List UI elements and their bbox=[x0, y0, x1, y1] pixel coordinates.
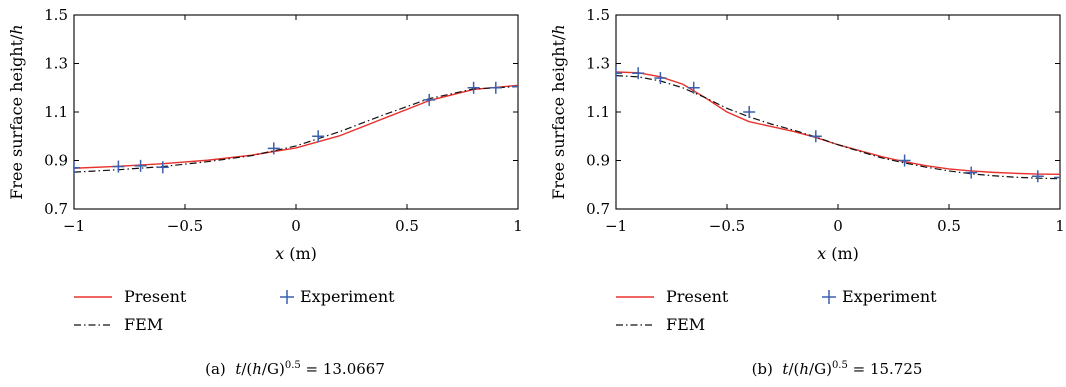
x-tick-label: 0 bbox=[833, 217, 843, 235]
experiment-point bbox=[74, 161, 80, 174]
y-tick-label: 0.9 bbox=[586, 152, 610, 170]
experiment-point bbox=[467, 81, 480, 94]
y-tick-label: 1.5 bbox=[586, 6, 610, 24]
subfigure-caption: (b) t/(h/G)0.5 = 15.725 bbox=[752, 360, 923, 378]
experiment-point bbox=[809, 130, 822, 143]
series-line-fem bbox=[616, 75, 1060, 180]
experiment-point bbox=[632, 67, 645, 80]
experiment-point bbox=[423, 93, 436, 106]
experiment-point bbox=[312, 130, 325, 143]
subfigure-caption: (a) t/(h/G)0.5 = 13.0667 bbox=[205, 360, 385, 378]
y-tick-label: 1.1 bbox=[44, 103, 68, 121]
x-tick-label: −1 bbox=[605, 217, 627, 235]
legend-label-fem: FEM bbox=[124, 315, 163, 334]
experiment-point bbox=[512, 80, 518, 93]
experiment-point bbox=[1031, 170, 1044, 183]
y-tick-label: 1.1 bbox=[586, 103, 610, 121]
experiment-point bbox=[743, 106, 756, 118]
legend-swatch-experiment bbox=[280, 290, 294, 304]
legend-label-present: Present bbox=[124, 287, 187, 306]
x-tick-label: −0.5 bbox=[167, 217, 203, 235]
legend-swatch-experiment bbox=[822, 290, 836, 304]
legend-label-present: Present bbox=[666, 287, 729, 306]
x-tick-label: −0.5 bbox=[709, 217, 745, 235]
y-tick-label: 1.5 bbox=[44, 6, 68, 24]
chart-panel-a: −1 −0.5 0 0.5 1 0.7 0.9 1.1 1.3 1.5 x (m) Free surf… bbox=[7, 6, 523, 378]
plot-area bbox=[616, 67, 1060, 184]
experiment-point bbox=[898, 154, 911, 167]
experiment-point bbox=[687, 81, 700, 94]
x-tick-label: −1 bbox=[63, 217, 85, 235]
y-tick-label: 0.7 bbox=[44, 200, 68, 218]
experiment-point bbox=[489, 81, 502, 94]
legend-label-experiment: Experiment bbox=[842, 287, 937, 306]
x-axis-label: x (m) bbox=[275, 244, 317, 263]
experiment-point bbox=[156, 161, 169, 174]
x-tick-label: 1 bbox=[1055, 217, 1065, 235]
x-tick-label: 0.5 bbox=[937, 217, 961, 235]
y-axis-label: Free surface height/h bbox=[7, 24, 26, 199]
chart-panel-b: −1 −0.5 0 0.5 1 0.7 0.9 1.1 1.3 1.5 x (m) Free surf… bbox=[549, 6, 1065, 378]
series-line-present bbox=[74, 84, 518, 169]
legend: Present Experiment FEM bbox=[74, 287, 395, 334]
legend-label-fem: FEM bbox=[666, 315, 705, 334]
experiment-point bbox=[134, 159, 147, 172]
x-tick-label: 0 bbox=[291, 217, 301, 235]
experiment-point bbox=[1054, 171, 1060, 184]
series-line-fem bbox=[74, 85, 518, 173]
y-tick-label: 0.7 bbox=[586, 200, 610, 218]
series-line-present bbox=[616, 71, 1060, 176]
experiment-point bbox=[616, 67, 622, 80]
x-tick-label: 0.5 bbox=[395, 217, 419, 235]
x-axis-label: x (m) bbox=[817, 244, 859, 263]
experiment-point bbox=[965, 166, 978, 179]
experiment-point bbox=[112, 160, 125, 173]
plot-area bbox=[74, 80, 518, 174]
experiment-point bbox=[654, 72, 667, 85]
y-tick-label: 0.9 bbox=[44, 152, 68, 170]
y-tick-label: 1.3 bbox=[586, 55, 610, 73]
legend-label-experiment: Experiment bbox=[300, 287, 395, 306]
y-axis-label: Free surface height/h bbox=[549, 24, 568, 199]
y-tick-label: 1.3 bbox=[44, 55, 68, 73]
legend: Present Experiment FEM bbox=[616, 287, 937, 334]
experiment-point bbox=[267, 142, 280, 155]
plot-frame bbox=[73, 14, 519, 210]
plot-frame bbox=[615, 14, 1061, 210]
x-tick-label: 1 bbox=[513, 217, 523, 235]
